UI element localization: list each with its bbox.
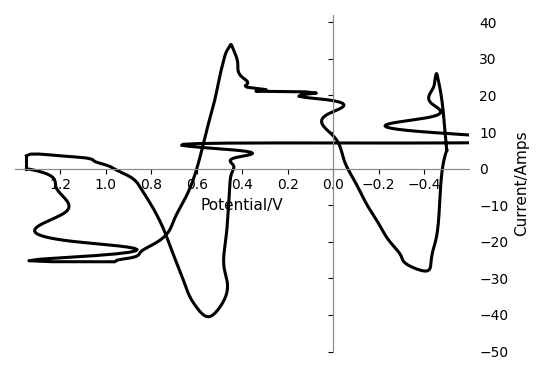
Y-axis label: Current/Amps: Current/Amps	[514, 130, 529, 236]
X-axis label: Potential/V: Potential/V	[201, 198, 283, 213]
